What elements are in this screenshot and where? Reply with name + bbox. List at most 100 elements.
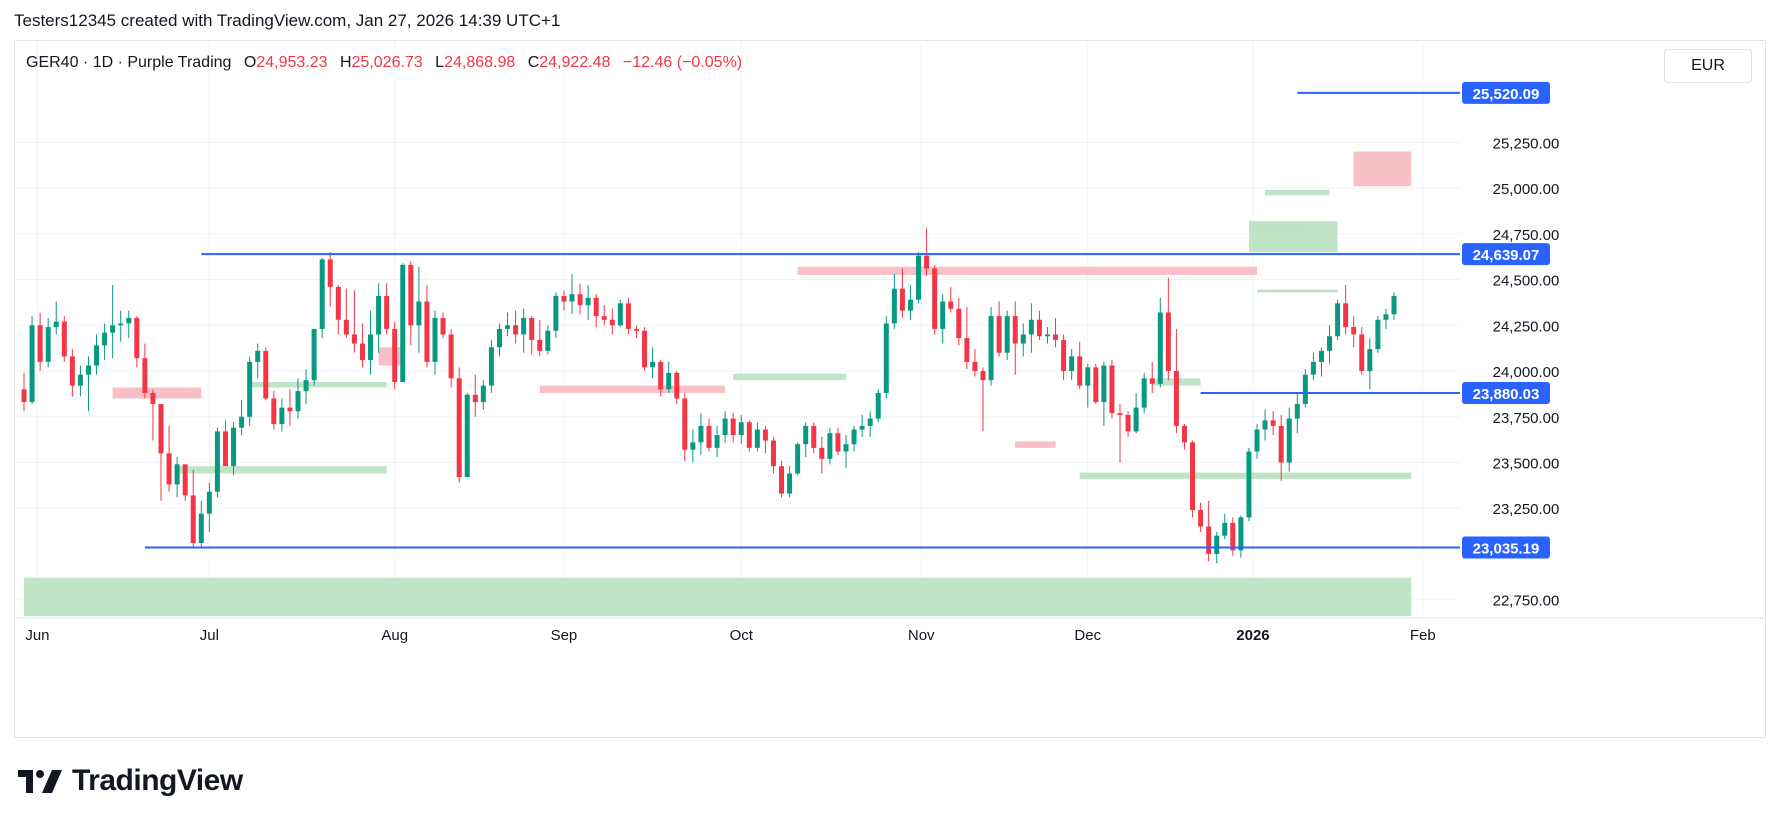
candle-down [593,294,599,328]
candle-up [29,316,35,404]
candle-up [891,274,897,329]
legend-high-value: 25,026.73 [351,54,423,71]
candle-down [819,436,825,474]
candle-down [996,301,1002,357]
candle-up [1327,325,1333,364]
currency-selector[interactable]: EUR [1664,49,1752,83]
candle-body [537,339,543,351]
candle-down [327,252,333,307]
candle-body [787,473,793,494]
price-axis-tick-label: 23,250.00 [1493,501,1560,518]
time-axis: Jun Jul Aug Sep Oct Nov Dec 2026 Feb [25,627,1435,644]
candle-down [811,422,817,454]
legend-close-label: C [527,54,540,71]
time-axis-tick-label: Aug [381,627,408,644]
candle-down [150,389,156,441]
candle-up [883,316,889,399]
candle-body [1335,303,1341,337]
candle-down [1117,403,1123,463]
candle-body [94,345,100,366]
candle-down [1181,424,1187,450]
candle-up [714,425,720,458]
demand-zone [1079,472,1412,479]
candle-body [142,358,148,393]
candle-body [1117,413,1123,415]
candle-body [158,403,164,454]
candle-body [1190,442,1196,511]
price-chart[interactable]: 25,250.00 25,000.00 24,750.00 24,500.00 24,2… [14,40,1766,738]
supply-zone [539,385,726,393]
candle-body [561,296,567,302]
candle-down [1173,328,1179,434]
candle-body [609,319,615,326]
candle-down [1351,316,1357,348]
candle-body [279,407,285,425]
candle-up [231,422,237,476]
candle-body [1375,319,1381,350]
candle-down [980,367,986,432]
candle-body [1351,327,1357,335]
price-level-badge-label: 24,639.07 [1473,247,1540,264]
candle-down [835,427,841,456]
candle-up [754,422,760,452]
candle-body [1125,414,1131,432]
candle-body [972,361,978,372]
price-level-badge-label: 23,880.03 [1473,386,1540,403]
candle-up [859,414,865,437]
candle-body [174,464,180,485]
candle-down [779,460,785,498]
candle-body [102,332,108,346]
candle-down [1036,310,1042,340]
price-level-badge [1462,81,1550,104]
legend-symbol[interactable]: GER40 · 1D · Purple Trading [26,54,232,71]
candle-body [843,444,849,452]
candle-up [505,312,511,337]
candle-body [658,361,664,390]
candle-body [593,297,599,317]
candle-up [416,266,422,353]
candle-body [21,389,27,403]
candle-up [118,310,124,342]
candle-body [1254,429,1260,452]
candle-body [295,391,301,412]
demand-zone [1265,189,1330,196]
candle-down [456,367,462,483]
candle-body [1318,350,1324,362]
candle-body [746,422,752,448]
candle-body [1230,522,1236,551]
candle-body [827,433,833,459]
candle-down [1230,517,1236,556]
candle-body [730,418,736,436]
candle-body [1004,316,1010,353]
candle-body [1173,371,1179,426]
demand-zone [177,466,387,474]
candle-body [803,425,809,445]
candle-body [851,429,857,445]
candle-down [61,316,67,362]
candle-body [53,321,59,328]
candle-body [432,317,438,362]
candle-body [940,301,946,329]
time-axis-tick-label: Jun [25,627,49,644]
candle-down [222,420,228,467]
candle-body [222,431,228,467]
candle-up [843,435,849,468]
candle-body [1262,420,1268,430]
candle-body [642,330,648,368]
candle-body [77,374,83,386]
candle-body [513,325,519,335]
candle-body [577,294,583,306]
candle-body [1141,378,1147,408]
candle-down [577,283,583,315]
candle-body [569,294,575,302]
candle-body [1222,522,1228,536]
candle-body [118,323,124,326]
candle-body [980,371,986,381]
price-axis-tick-label: 25,250.00 [1493,135,1560,152]
demand-zone [249,381,387,388]
candle-up [94,334,100,375]
candle-body [271,398,277,425]
price-axis-tick-label: 23,750.00 [1493,410,1560,427]
candle-body [835,433,841,452]
candle-down [472,374,478,417]
